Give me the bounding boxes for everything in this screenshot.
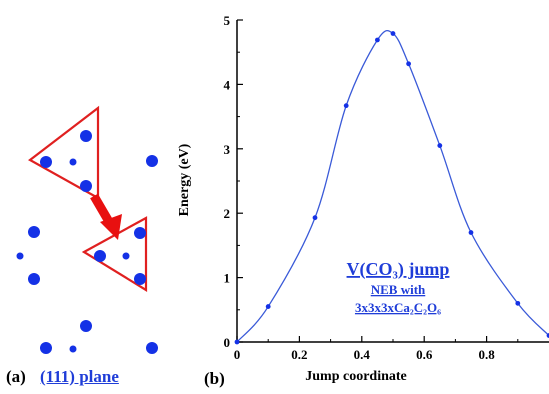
atom [69,158,77,166]
atom [28,273,40,285]
data-point [375,37,380,43]
atom [122,252,130,260]
atom [28,226,40,238]
data-point [406,61,411,67]
data-point [468,230,474,235]
data-point [265,304,271,309]
panel-b-label: (b) [204,369,225,388]
atom [69,345,77,353]
data-point [390,31,396,36]
data-point [546,333,549,338]
y-tick-label: 0 [224,335,231,350]
data-point [515,300,521,306]
energy-points [234,31,549,345]
atom [80,130,92,142]
annotation: V(CO₃) jump NEB with 3x3x3xCa₂C₂O₆ [347,259,450,315]
jump-arrow-head [100,214,122,240]
atom [146,342,158,354]
y-axis-label: Energy (eV) [177,143,192,216]
annotation-line2: 3x3x3xCa₂C₂O₆ [355,300,441,315]
atom [146,155,158,167]
y-tick-label: 3 [224,142,231,157]
atom [80,320,92,332]
data-point [343,103,349,109]
data-point [437,143,443,148]
x-tick-label: 0.4 [354,347,371,362]
x-axis-label: Jump coordinate [305,369,407,384]
y-tick-label: 5 [224,13,231,28]
atom [94,250,106,262]
y-tick-label: 1 [224,271,231,286]
annotation-line1: NEB with [371,282,426,297]
atom [80,180,92,192]
upper-triangle [28,105,100,200]
x-tick-label: 0.2 [291,347,307,362]
atom [40,342,52,354]
atom [40,156,52,168]
x-tick-label: 0.8 [478,347,495,362]
annotation-title: V(CO₃) jump [347,259,450,280]
atom [134,273,146,285]
data-point [234,339,240,345]
data-point [312,215,318,221]
panel-a-label: (a) [6,367,26,386]
plane-label: (111) plane [40,367,119,386]
x-tick-label: 0 [234,347,241,362]
atom [16,252,24,260]
jump-arrow-shaft [90,193,112,223]
y-tick-label: 2 [224,206,231,221]
chart-ticks: 0 1 2 3 4 5 0 0.2 0.4 0.6 0.8 [224,13,519,362]
x-tick-label: 0.6 [416,347,433,362]
atoms [16,130,158,354]
atom [134,227,146,239]
y-tick-label: 4 [224,77,231,92]
